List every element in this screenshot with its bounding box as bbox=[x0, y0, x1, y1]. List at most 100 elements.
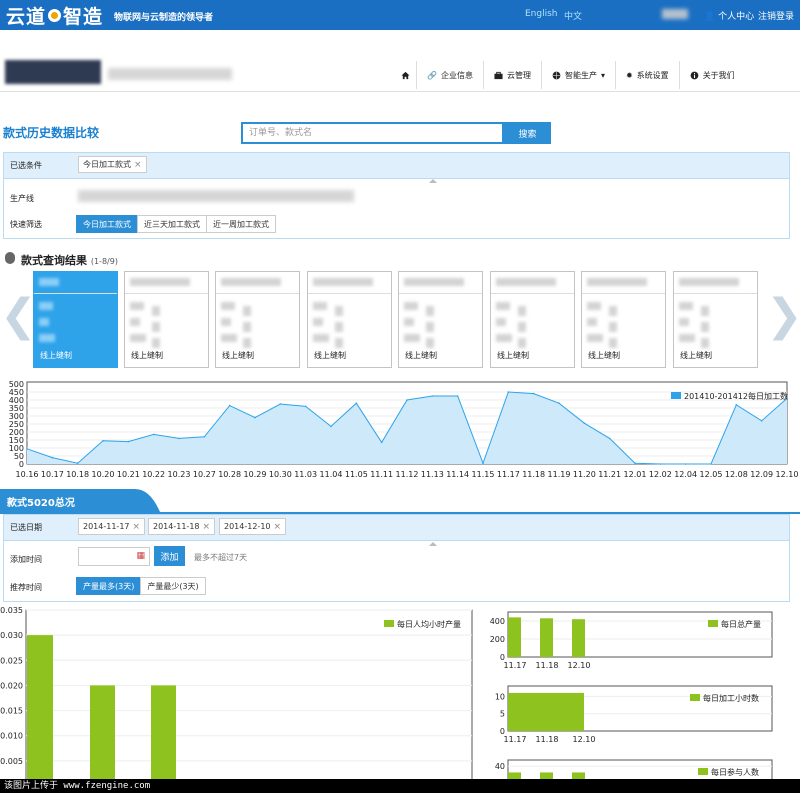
card-field-redacted bbox=[609, 306, 617, 316]
card-field-redacted bbox=[679, 278, 739, 286]
brand-logo[interactable]: 云道 智造 bbox=[6, 3, 103, 28]
selected-conditions-label: 已选条件 bbox=[10, 161, 42, 170]
result-card[interactable]: 线上缝制 bbox=[673, 271, 758, 368]
language-english-link[interactable]: English bbox=[525, 9, 558, 19]
data-point bbox=[507, 391, 510, 393]
data-point bbox=[786, 397, 788, 400]
card-field-redacted bbox=[335, 306, 343, 316]
data-point bbox=[431, 395, 434, 397]
data-point bbox=[684, 463, 687, 465]
y-tick-label: 0.035 bbox=[0, 606, 23, 615]
card-field-redacted bbox=[152, 322, 160, 332]
card-field-redacted bbox=[221, 318, 231, 326]
y-tick-label: 350 bbox=[9, 404, 24, 413]
x-tick-label: 11.18 bbox=[536, 735, 559, 744]
daily-processing-hours-chart: 0 5 10 11.17 11.18 12.10 每日加工小时数 bbox=[495, 685, 773, 744]
carousel-next-arrow-icon[interactable]: ❯ bbox=[766, 290, 800, 341]
result-card[interactable]: 线上缝制 bbox=[398, 271, 483, 368]
briefcase-icon bbox=[494, 71, 503, 79]
legend-swatch bbox=[698, 768, 708, 775]
selected-date-tag[interactable]: 2014-11-17 × bbox=[78, 518, 146, 535]
result-card[interactable]: 线上缝制 bbox=[581, 271, 666, 368]
y-tick-label: 0.025 bbox=[0, 656, 23, 665]
result-card[interactable]: 线上缝制 bbox=[33, 271, 118, 368]
nav-system-settings[interactable]: ✹ 系统设置 bbox=[614, 61, 679, 89]
x-tick-label: 11.03 bbox=[294, 470, 317, 479]
nav-home[interactable] bbox=[395, 61, 416, 89]
chevron-down-icon: ▾ bbox=[600, 70, 605, 80]
result-card[interactable]: 线上缝制 bbox=[490, 271, 575, 368]
collapse-arrow-icon[interactable] bbox=[429, 542, 437, 546]
summary-divider bbox=[0, 512, 800, 514]
personal-center-link[interactable]: 👤 个人中心 bbox=[704, 12, 755, 22]
close-icon[interactable]: × bbox=[134, 159, 142, 170]
card-field-redacted bbox=[426, 338, 434, 348]
user-icon: 👤 bbox=[704, 12, 716, 22]
result-card[interactable]: 线上缝制 bbox=[124, 271, 209, 368]
result-card[interactable]: 线上缝制 bbox=[307, 271, 392, 368]
card-line-tag: 线上缝制 bbox=[131, 351, 163, 360]
data-point bbox=[710, 463, 712, 465]
language-chinese-link[interactable]: 中文 bbox=[564, 12, 583, 22]
data-point bbox=[583, 422, 586, 424]
x-tick-label: 10.28 bbox=[218, 470, 241, 479]
logout-link[interactable]: 注销登录 bbox=[758, 12, 795, 22]
card-field-redacted bbox=[496, 334, 512, 342]
card-field-redacted bbox=[152, 338, 160, 348]
recommend-least-output[interactable]: 产量最少(3天) bbox=[140, 577, 206, 595]
x-tick-label: 11.17 bbox=[504, 735, 527, 744]
x-tick-label: 12.08 bbox=[725, 470, 748, 479]
data-point bbox=[659, 463, 662, 465]
legend-label: 201410-201412每日加工数 bbox=[684, 391, 788, 401]
x-tick-label: 10.29 bbox=[244, 470, 267, 479]
data-point bbox=[76, 462, 79, 464]
y-tick-label: 400 bbox=[9, 396, 24, 405]
x-tick-label: 12.10 bbox=[573, 735, 596, 744]
logo-text-left: 云道 bbox=[6, 5, 47, 28]
y-tick-label: 0.020 bbox=[0, 681, 23, 690]
x-tick-label: 11.05 bbox=[345, 470, 368, 479]
bar bbox=[572, 619, 585, 657]
x-tick-label: 12.05 bbox=[700, 470, 723, 479]
data-point bbox=[330, 425, 332, 428]
production-line-options-redacted[interactable] bbox=[78, 190, 354, 202]
company-name-redacted bbox=[108, 68, 232, 80]
selected-date-tag[interactable]: 2014-11-18 × bbox=[148, 518, 216, 535]
quick-filter-week[interactable]: 近一周加工款式 bbox=[206, 215, 276, 233]
collapse-arrow-icon[interactable] bbox=[429, 179, 437, 183]
card-title-redacted bbox=[491, 272, 574, 294]
gear-icon: ✹ bbox=[625, 70, 633, 80]
card-field-redacted bbox=[39, 278, 59, 286]
x-tick-label: 11.19 bbox=[548, 470, 571, 479]
card-field-redacted bbox=[243, 306, 251, 316]
date-picker-input[interactable]: ▦ bbox=[78, 547, 150, 566]
data-point bbox=[178, 437, 180, 440]
recommend-most-output[interactable]: 产量最多(3天) bbox=[76, 577, 142, 595]
data-point bbox=[51, 456, 54, 459]
selected-condition-tag[interactable]: 今日加工款式 × bbox=[78, 156, 147, 173]
y-tick-label: 500 bbox=[9, 380, 24, 389]
close-icon[interactable]: × bbox=[273, 521, 282, 532]
selected-date-tag[interactable]: 2014-12-10 × bbox=[219, 518, 287, 535]
quick-filter-3days[interactable]: 近三天加工款式 bbox=[137, 215, 207, 233]
card-field-redacted bbox=[221, 278, 281, 286]
card-field-redacted bbox=[679, 318, 689, 326]
add-date-button[interactable]: 添加 bbox=[154, 546, 185, 566]
quick-filter-today[interactable]: 今日加工款式 bbox=[76, 215, 138, 233]
nav-smart-production[interactable]: 智能生产 ▾ bbox=[540, 61, 615, 89]
close-icon[interactable]: × bbox=[132, 521, 141, 532]
close-icon[interactable]: × bbox=[202, 521, 211, 532]
y-tick-label: 40 bbox=[495, 762, 505, 771]
search-button[interactable]: 搜索 bbox=[504, 122, 551, 144]
nav-cloud-management[interactable]: 云管理 bbox=[482, 61, 541, 89]
card-line-tag: 线上缝制 bbox=[314, 351, 346, 360]
calendar-icon[interactable]: ▦ bbox=[136, 551, 145, 561]
nav-company-info[interactable]: 🔗 企业信息 bbox=[416, 61, 483, 89]
y-tick-label: 450 bbox=[9, 388, 24, 397]
nav-about-us[interactable]: 关于我们 bbox=[678, 61, 745, 89]
data-point bbox=[127, 440, 130, 443]
data-point bbox=[26, 448, 28, 450]
carousel-prev-arrow-icon[interactable]: ❮ bbox=[0, 290, 37, 341]
result-card[interactable]: 线上缝制 bbox=[215, 271, 300, 368]
search-input[interactable] bbox=[241, 122, 504, 144]
